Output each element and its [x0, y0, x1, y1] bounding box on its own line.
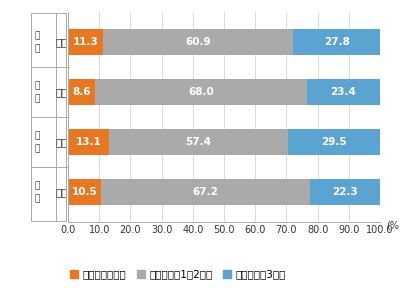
Text: 11.3: 11.3	[73, 37, 98, 47]
Text: 10.5: 10.5	[72, 187, 97, 197]
Text: 休日: 休日	[56, 137, 68, 147]
Bar	[101, 179, 310, 205]
Text: 27.8: 27.8	[324, 37, 350, 47]
Bar	[68, 179, 101, 205]
Text: 世: 世	[35, 94, 40, 103]
Text: 平日: 平日	[56, 37, 68, 47]
Text: 女: 女	[35, 181, 40, 190]
Text: 29.5: 29.5	[321, 137, 347, 147]
Text: (%): (%)	[386, 221, 400, 231]
Bar	[95, 79, 307, 105]
Bar	[68, 29, 103, 55]
Text: 世: 世	[35, 144, 40, 153]
Text: 67.2: 67.2	[193, 187, 218, 197]
Legend: ごはん食でない, ごはん食（1〜2食）, ごはん食（3食）: ごはん食でない, ごはん食（1〜2食）, ごはん食（3食）	[70, 269, 286, 279]
Bar	[310, 179, 380, 205]
Bar	[109, 129, 288, 155]
Text: 男: 男	[35, 131, 40, 140]
Text: 世: 世	[35, 194, 40, 203]
Bar	[68, 129, 109, 155]
Text: 68.0: 68.0	[188, 87, 214, 97]
Text: 休日: 休日	[56, 187, 68, 197]
Bar	[30, 13, 66, 221]
Bar	[288, 129, 380, 155]
Text: 世: 世	[35, 44, 40, 53]
Bar	[293, 29, 380, 55]
Bar	[307, 79, 380, 105]
Text: 23.4: 23.4	[330, 87, 356, 97]
Text: 8.6: 8.6	[72, 87, 91, 97]
Text: 22.3: 22.3	[332, 187, 358, 197]
Text: 60.9: 60.9	[186, 37, 211, 47]
Text: 女: 女	[35, 81, 40, 90]
Text: 男: 男	[35, 31, 40, 40]
Text: 平日: 平日	[56, 87, 68, 97]
Text: 13.1: 13.1	[76, 137, 101, 147]
Text: 57.4: 57.4	[186, 137, 212, 147]
Bar	[68, 79, 95, 105]
Bar	[103, 29, 293, 55]
